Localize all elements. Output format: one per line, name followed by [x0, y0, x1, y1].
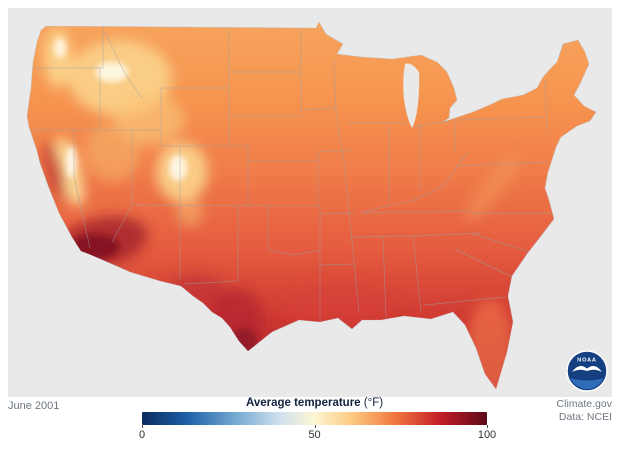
tick-mark-min — [142, 425, 143, 428]
date-label: June 2001 — [8, 400, 60, 412]
tick-mark-mid — [314, 425, 316, 428]
noaa-gull-icon — [572, 365, 602, 372]
noaa-logo-text: NOAA — [577, 358, 596, 364]
temperature-legend: Average temperature (°F) 0 50 100 — [138, 397, 496, 443]
credit-data-ncei: Data: NCEI — [558, 410, 612, 423]
noaa-logo: NOAA — [566, 350, 608, 392]
tick-label-mid: 50 — [308, 429, 321, 441]
legend-title-text: Average temperature — [245, 397, 361, 409]
tick-label-min: 0 — [138, 429, 146, 441]
tick-label-max: 100 — [477, 429, 497, 441]
lake-michigan — [403, 63, 420, 129]
colorbar — [142, 412, 487, 425]
state-borders — [27, 26, 551, 330]
tick-mark-max — [487, 425, 488, 428]
noaa-logo-ocean — [570, 378, 604, 390]
credits: Climate.gov Data: NCEI — [557, 398, 612, 423]
legend-unit: (°F) — [363, 397, 384, 409]
temperature-shading — [43, 28, 520, 389]
credit-climate-gov: Climate.gov — [556, 398, 612, 410]
colorbar-ticks: 0 50 100 — [138, 425, 496, 443]
legend-title: Average temperature (°F) — [142, 397, 487, 409]
